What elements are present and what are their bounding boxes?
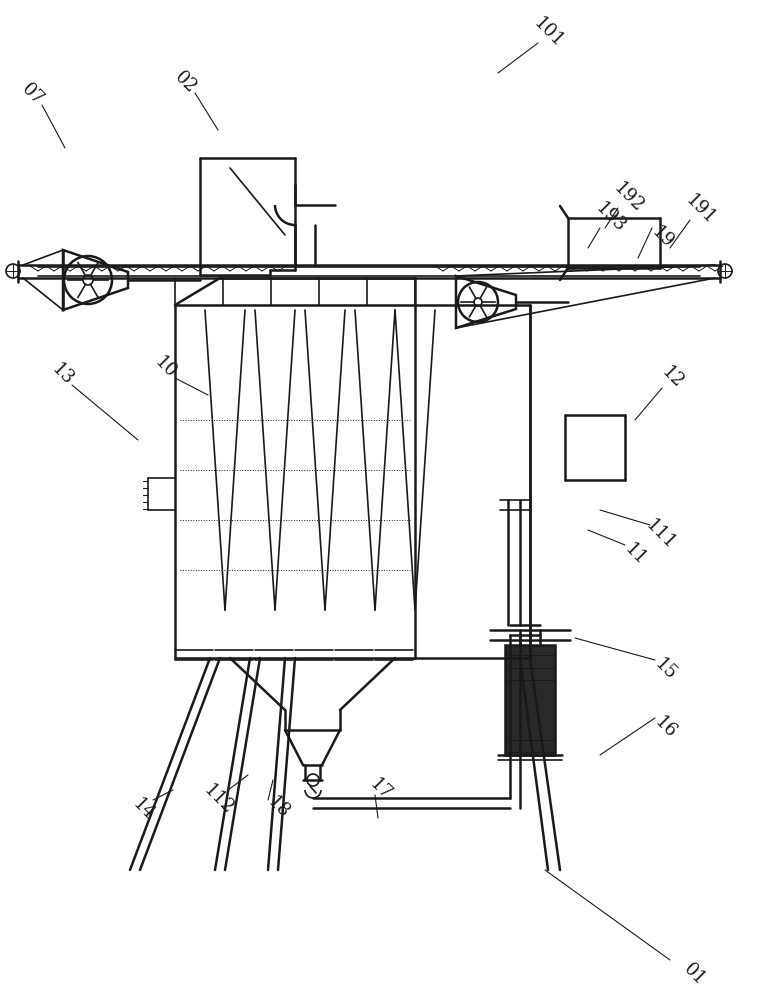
Text: 111: 111 <box>641 516 679 554</box>
Text: 192: 192 <box>610 179 647 217</box>
Text: 17: 17 <box>366 776 395 804</box>
Text: 16: 16 <box>650 714 680 742</box>
Text: 01: 01 <box>680 961 710 989</box>
Polygon shape <box>505 645 555 755</box>
Text: 12: 12 <box>657 364 687 392</box>
Text: 10: 10 <box>151 354 180 382</box>
Text: 112: 112 <box>200 781 237 819</box>
Text: 13: 13 <box>48 361 77 389</box>
Text: 101: 101 <box>529 14 567 52</box>
Text: 193: 193 <box>591 199 628 237</box>
Text: 11: 11 <box>621 541 650 569</box>
Text: 14: 14 <box>128 796 157 824</box>
Text: 191: 191 <box>681 191 719 229</box>
Text: 19: 19 <box>647 224 677 252</box>
Text: 18: 18 <box>263 794 293 822</box>
Text: 07: 07 <box>18 81 46 109</box>
Text: 02: 02 <box>170 69 200 97</box>
Text: 15: 15 <box>650 656 680 684</box>
